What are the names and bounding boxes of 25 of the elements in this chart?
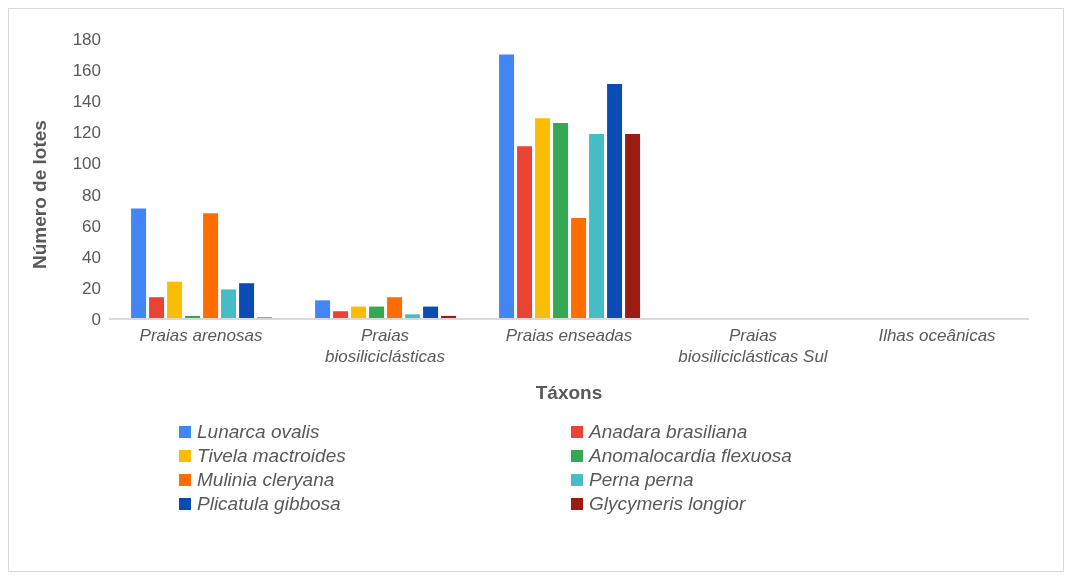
x-tick-label: Ilhas oceânicas bbox=[878, 326, 997, 345]
y-tick-label: 20 bbox=[82, 278, 101, 298]
legend-label: Anadara brasiliana bbox=[589, 421, 748, 443]
y-tick-label: 0 bbox=[91, 310, 101, 330]
legend-label: Anomalocardia flexuosa bbox=[589, 445, 792, 467]
y-tick-label: 60 bbox=[82, 216, 101, 236]
x-tick-label: Praias biosiliciclásticas Sul bbox=[678, 326, 829, 366]
x-tick-label: Praias biosiliciclásticas bbox=[325, 326, 446, 366]
y-tick-label: 100 bbox=[72, 154, 101, 174]
y-tick-label: 140 bbox=[72, 92, 101, 112]
y-axis-title: Número de lotes bbox=[28, 120, 50, 269]
y-tick-label: 80 bbox=[82, 185, 101, 205]
y-tick-label: 160 bbox=[72, 61, 101, 81]
x-tick-label: Praias enseadas bbox=[505, 326, 633, 345]
y-tick-label: 120 bbox=[72, 123, 101, 143]
x-axis-title: Táxons bbox=[535, 382, 603, 403]
legend-label: Perna perna bbox=[589, 469, 694, 491]
legend-label: Plicatula gibbosa bbox=[197, 493, 341, 515]
y-tick-label: 180 bbox=[72, 30, 101, 50]
legend-label: Glycymeris longior bbox=[589, 493, 746, 515]
x-tick-label: Praias arenosas bbox=[139, 326, 263, 345]
y-tick-label: 40 bbox=[82, 247, 101, 267]
legend-label: Tivela mactroides bbox=[197, 445, 346, 467]
legend-label: Mulinia cleryana bbox=[197, 469, 335, 491]
legend-label: Lunarca ovalis bbox=[197, 421, 320, 443]
